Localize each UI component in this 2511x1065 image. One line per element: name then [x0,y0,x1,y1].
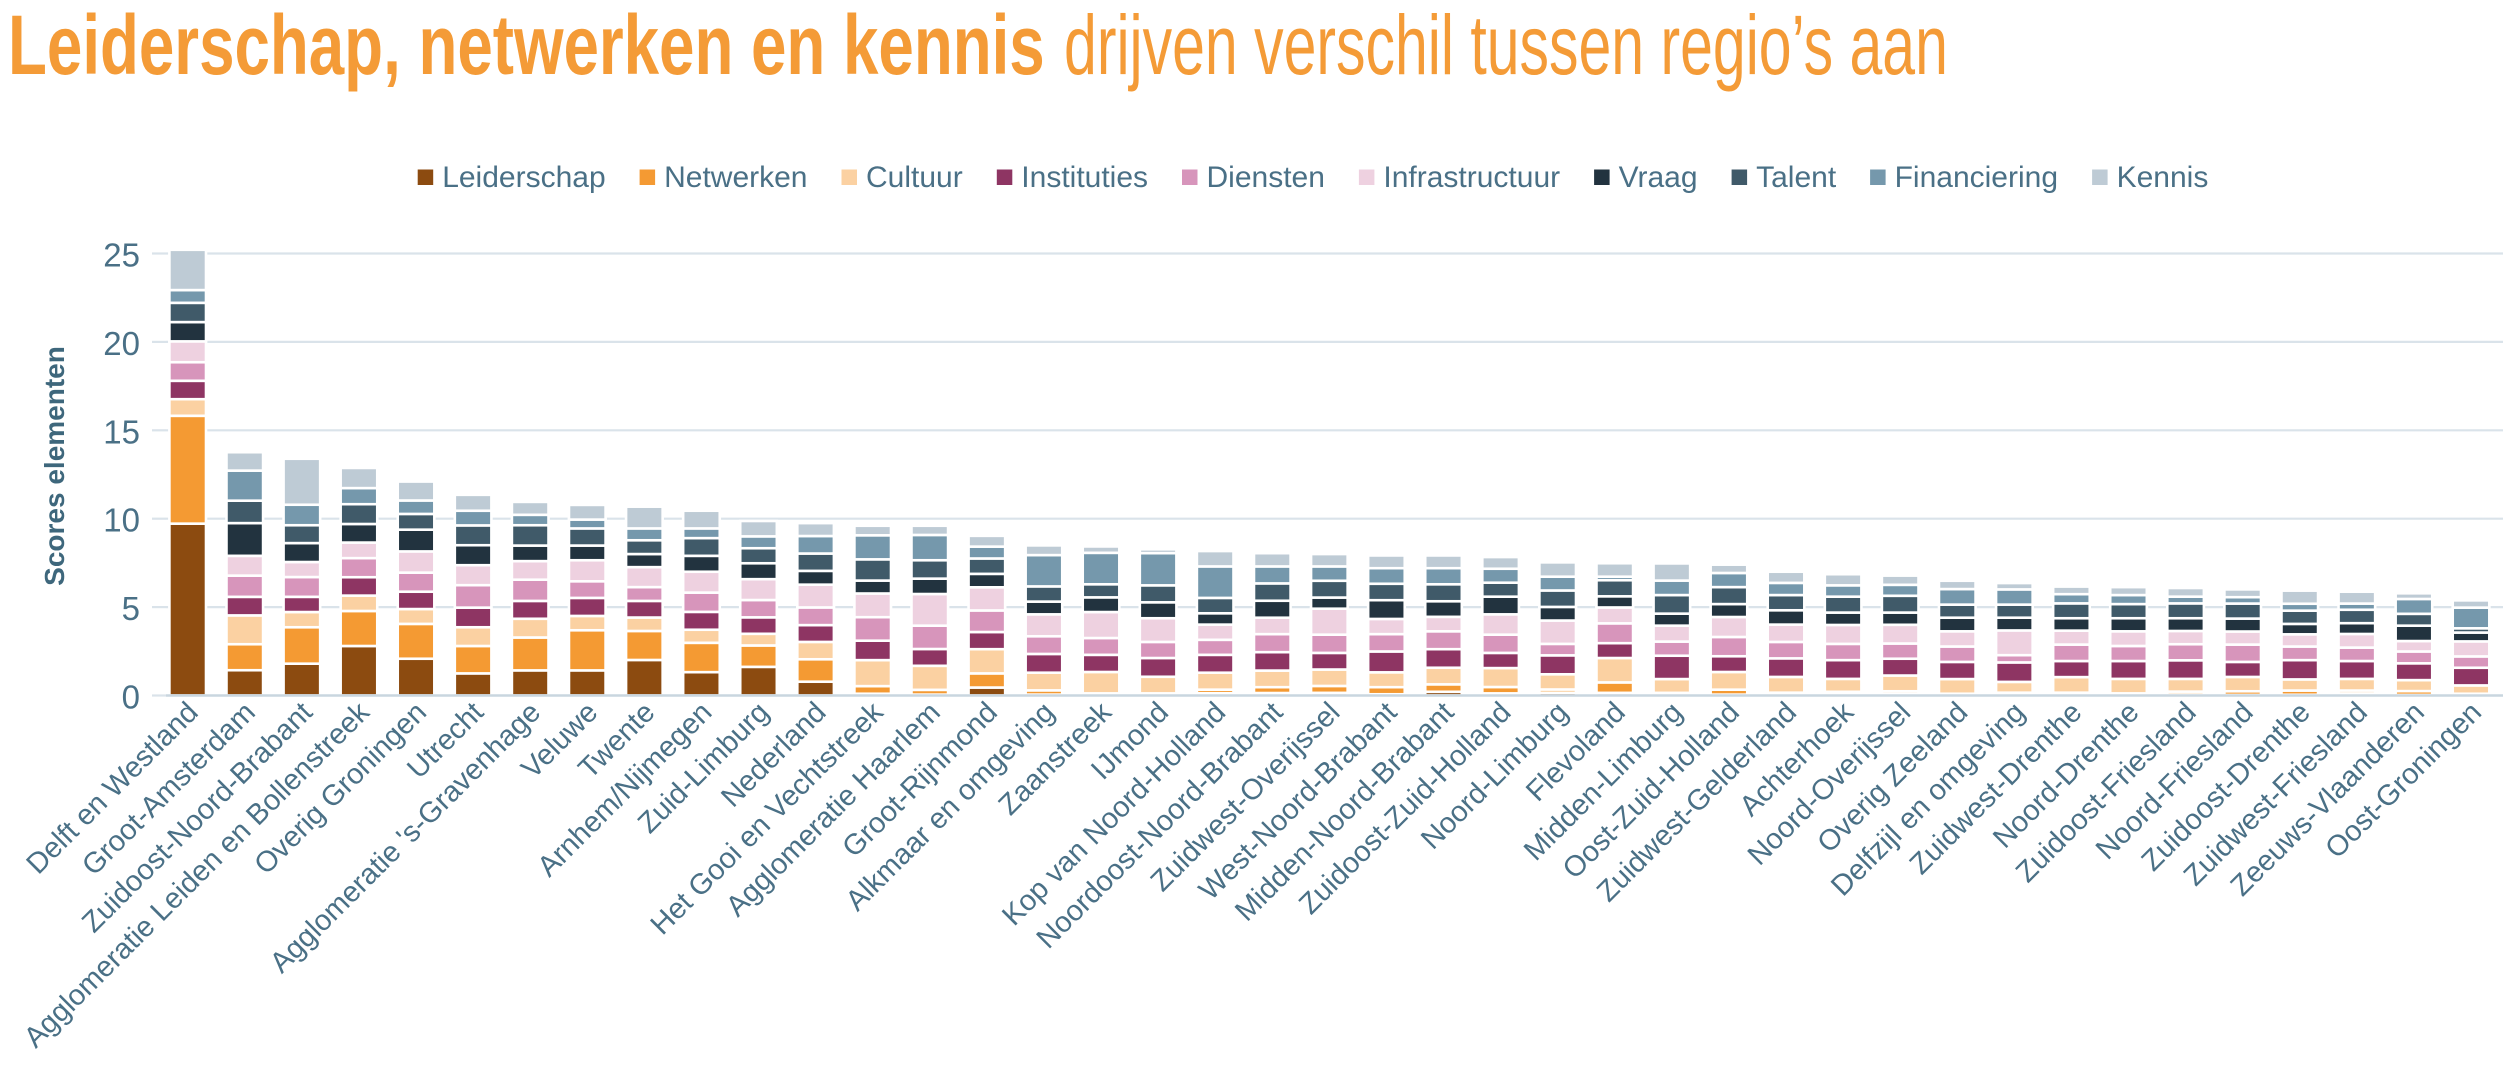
svg-text:drijven verschil tussen regio’: drijven verschil tussen regio’s aan [1064,0,1948,93]
svg-text:5: 5 [122,590,140,627]
svg-text:0: 0 [122,679,140,716]
svg-text:Infrastructuur: Infrastructuur [1383,161,1560,194]
svg-text:Diensten: Diensten [1207,161,1325,194]
svg-text:Cultuur: Cultuur [866,161,963,194]
svg-text:Leiderschap, netwerken en kenn: Leiderschap, netwerken en kennis [8,0,1045,92]
svg-text:20: 20 [103,325,140,362]
svg-text:Kennis: Kennis [2117,161,2209,194]
svg-text:Instituties: Instituties [1021,161,1148,194]
svg-text:10: 10 [103,502,140,539]
svg-text:Talent: Talent [1756,161,1837,194]
svg-text:25: 25 [103,237,140,274]
svg-text:Scores elementen: Scores elementen [39,346,70,586]
svg-text:15: 15 [103,413,140,450]
svg-text:Financiering: Financiering [1895,161,2058,194]
svg-text:Leiderschap: Leiderschap [442,161,605,194]
svg-text:Netwerken: Netwerken [664,161,807,194]
svg-text:Vraag: Vraag [1619,161,1698,194]
